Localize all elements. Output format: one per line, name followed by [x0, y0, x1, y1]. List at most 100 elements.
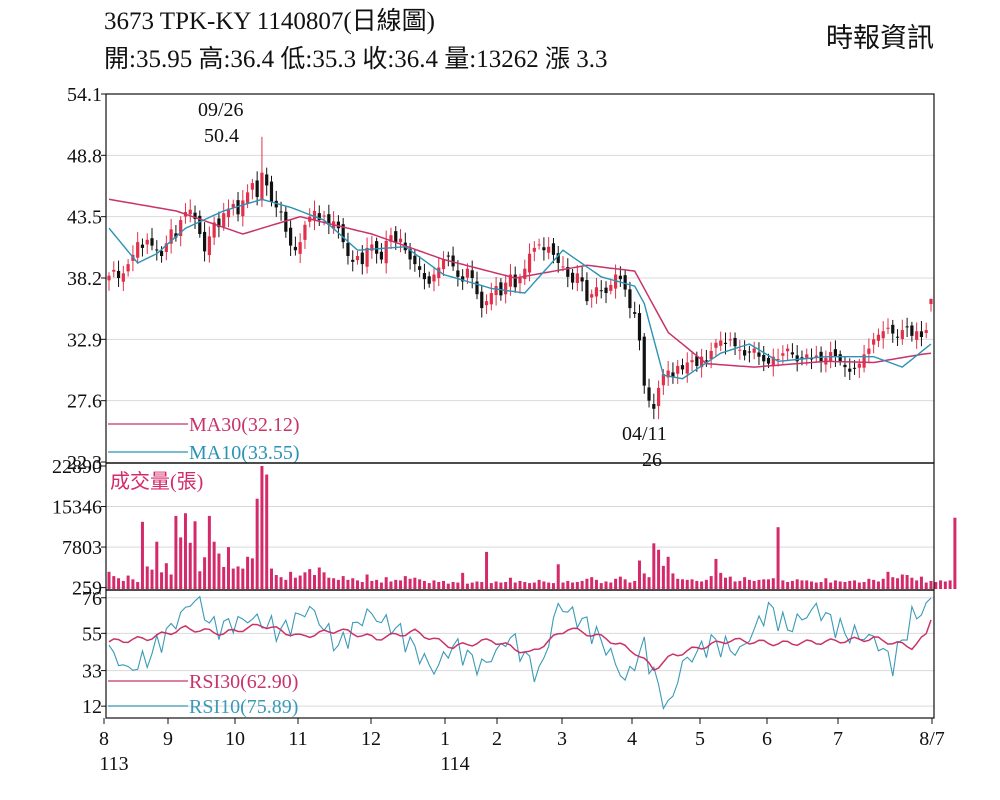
candle-body: [838, 354, 842, 362]
candle-body: [891, 324, 895, 334]
volume-bar: [379, 582, 383, 589]
month-tick-label: 5: [695, 728, 705, 750]
candle-body: [781, 353, 785, 356]
volume-bar: [160, 572, 164, 589]
volume-bar: [575, 582, 579, 589]
candle-body: [408, 249, 412, 260]
candle-body: [150, 238, 154, 246]
candle-body: [919, 331, 924, 338]
candle-body: [494, 286, 498, 296]
candle-body: [623, 275, 627, 290]
year-tick-label: 113: [99, 753, 128, 775]
volume-bar: [910, 577, 914, 589]
volume-bar: [255, 498, 259, 589]
candle-body: [422, 273, 427, 280]
volume-bar: [217, 553, 221, 589]
candle-body: [121, 273, 125, 282]
candle-body: [484, 301, 489, 306]
volume-bar: [867, 578, 871, 589]
volume-bar: [556, 564, 560, 589]
candle-body: [317, 213, 321, 221]
candle-body: [260, 172, 264, 201]
candle-body: [652, 404, 656, 409]
price-tick-label: 32.9: [67, 329, 102, 351]
volume-bar: [188, 542, 192, 589]
candle-body: [551, 243, 556, 255]
month-tick-label: 12: [361, 728, 381, 750]
volume-bar: [212, 541, 216, 589]
volume-bar: [284, 579, 288, 589]
candle-body: [537, 244, 541, 246]
volume-bar: [360, 582, 364, 589]
volume-bar: [647, 577, 651, 589]
candle-body: [322, 215, 326, 217]
volume-bar: [676, 578, 680, 589]
volume-bar: [786, 582, 790, 589]
volume-bar: [155, 541, 159, 589]
candle-body: [155, 249, 159, 251]
volume-bar: [829, 582, 833, 589]
volume-bar: [246, 556, 250, 589]
candle-body: [145, 239, 149, 245]
volume-bar: [465, 583, 469, 589]
candle-body: [633, 312, 637, 314]
candle-body: [465, 268, 470, 278]
volume-bar: [442, 580, 446, 589]
month-tick-label: 11: [288, 728, 307, 750]
year-tick-label: 114: [440, 753, 469, 775]
candle-body: [336, 221, 340, 229]
candle-body: [881, 331, 885, 339]
volume-bar: [943, 581, 947, 589]
volume-bar: [614, 578, 618, 589]
volume-bar: [528, 583, 532, 589]
candle-body: [771, 356, 775, 367]
volume-bar: [824, 578, 828, 589]
volume-bar: [633, 580, 637, 589]
candle-body: [193, 212, 197, 219]
volume-bar: [164, 563, 168, 589]
candle-body: [795, 355, 799, 362]
candle-body: [833, 349, 838, 357]
volume-bar: [604, 581, 608, 589]
candle-body: [590, 294, 594, 298]
volume-bar: [781, 580, 785, 589]
volume-bar: [523, 582, 527, 589]
chart-title: 3673 TPK-KY 1140807(日線圖): [104, 8, 436, 35]
volume-bar: [767, 579, 771, 589]
volume-bar: [762, 579, 766, 589]
candle-body: [910, 325, 914, 336]
month-tick-label: 9: [163, 728, 173, 750]
volume-bar: [289, 571, 293, 589]
volume-bar: [700, 581, 704, 589]
month-tick-label: 2: [492, 728, 502, 750]
candle-body: [915, 331, 919, 340]
volume-bar: [332, 578, 336, 589]
volume-bar: [833, 580, 837, 589]
volume-bar: [370, 580, 374, 589]
volume-bar: [948, 580, 952, 589]
volume-bar: [738, 580, 742, 589]
volume-bar: [657, 549, 661, 589]
volume-bar: [838, 581, 842, 589]
candle-body: [527, 253, 532, 273]
candle-body: [814, 355, 818, 358]
candle-body: [757, 352, 761, 357]
candle-body: [250, 183, 254, 190]
candle-body: [561, 266, 565, 268]
candle-body: [198, 215, 202, 235]
candle-body: [900, 330, 904, 340]
volume-bar: [743, 577, 747, 589]
volume-bar: [136, 582, 140, 589]
volume-bar: [915, 580, 919, 589]
candle-body: [637, 313, 642, 341]
volume-bar: [848, 580, 852, 589]
trough-value-annotation: 26: [642, 449, 662, 471]
candle-body: [365, 247, 369, 267]
candle-body: [446, 255, 450, 257]
candle-body: [379, 251, 384, 260]
volume-bar: [198, 571, 202, 589]
volume-bar: [671, 573, 675, 589]
candle-body: [805, 354, 809, 358]
volume-bar: [274, 575, 278, 589]
